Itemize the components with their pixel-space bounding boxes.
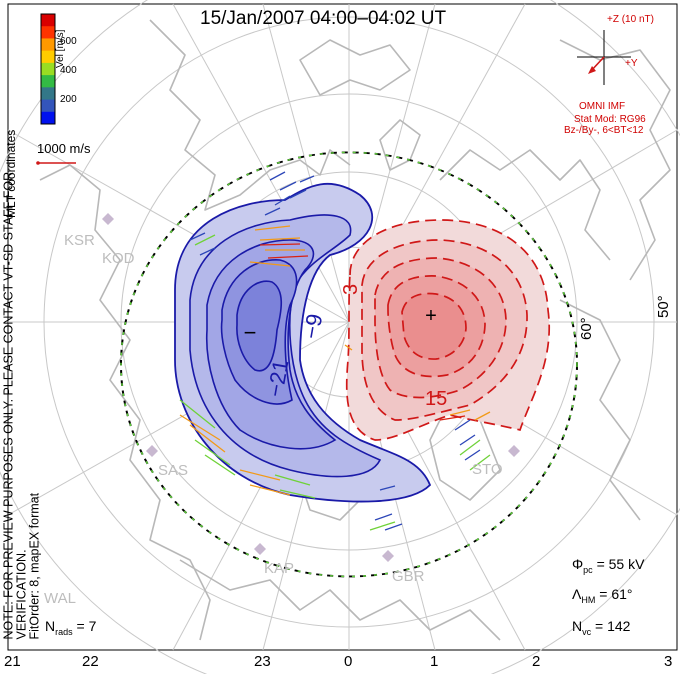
- colorbar-segment: [41, 14, 55, 27]
- nrads-value: = 7: [76, 618, 97, 634]
- potential-min-marker: −: [244, 320, 257, 345]
- imf-y-label: +Y: [625, 58, 638, 69]
- colorbar-segment: [41, 87, 55, 101]
- potential-max-marker: +: [425, 305, 437, 327]
- colorbar-tick-400: 400: [60, 65, 77, 76]
- mlt-label-1: 1: [430, 653, 439, 670]
- station-wal: WAL: [44, 590, 76, 607]
- lambda-sub: HM: [581, 594, 596, 605]
- colorbar-segment: [41, 50, 55, 64]
- station-sas: SAS: [158, 462, 189, 479]
- phi-sub: pc: [583, 564, 593, 575]
- nrads-symbol: N: [45, 618, 56, 634]
- lambda-value: = 61°: [599, 586, 633, 602]
- preview-note: NOTE: FOR PREVIEW PURPOSES ONLY. PLEASE …: [1, 80, 42, 640]
- lat-label-50: 50°: [655, 295, 672, 318]
- nrads-sub: rads: [55, 626, 73, 637]
- colorbar-tick-600: 600: [60, 36, 77, 47]
- colorbar-segment: [41, 111, 55, 125]
- nvc-value: = 142: [595, 618, 631, 634]
- velocity-colorbar: [41, 14, 55, 125]
- colorbar-segment: [41, 38, 55, 52]
- station-kap: KAP: [264, 560, 295, 577]
- mlt-label-21: 21: [4, 653, 21, 670]
- mlt-label-23: 23: [254, 653, 271, 670]
- lat-label-60: 60°: [578, 317, 595, 340]
- mlt-label-3: 3: [664, 653, 673, 670]
- negative-potential-cell: [174, 182, 432, 503]
- imf-condition: Bz-/By-, 6<BT<12: [564, 125, 644, 136]
- contour-label-neg-9: −9: [298, 312, 327, 341]
- stat-lambda-hm: ΛHM = 61°: [572, 586, 633, 605]
- mlt-label-2: 2: [532, 653, 541, 670]
- station-kod: KOD: [102, 250, 135, 267]
- nvc-sub: vc: [582, 626, 592, 637]
- imf-z-label: +Z (10 nT): [607, 14, 654, 25]
- colorbar-tick-200: 200: [60, 94, 77, 105]
- colorbar-segment: [41, 26, 55, 39]
- velocity-vectors: [179, 171, 491, 531]
- stat-nvc: Nvc = 142: [572, 618, 630, 637]
- positive-potential-cell: [345, 219, 550, 441]
- colorbar-segment: [41, 62, 55, 76]
- colorbar-segment: [41, 99, 55, 113]
- stat-nrads: Nrads = 7: [45, 618, 96, 637]
- scale-vector-label: 1000 m/s: [37, 141, 91, 156]
- imf-source: OMNI IMF: [579, 101, 626, 112]
- imf-model: Stat Mod: RG96: [574, 114, 646, 125]
- map-title: 15/Jan/2007 04:00–04:02 UT: [200, 8, 447, 29]
- phi-symbol: Φ: [572, 556, 584, 572]
- plot-frame: [7, 3, 678, 651]
- station-sto: STO: [472, 461, 503, 478]
- contour-label-pos-3: 3: [340, 284, 362, 295]
- nvc-symbol: N: [572, 618, 583, 634]
- note-line-1: NOTE: FOR PREVIEW PURPOSES ONLY. PLEASE …: [1, 171, 29, 640]
- stat-phi-pc: Φpc = 55 kV: [572, 556, 644, 575]
- note-line-2: FitOrder: 8, mapEX format: [27, 492, 42, 640]
- station-markers: [102, 213, 520, 562]
- lambda-symbol: Λ: [572, 586, 582, 602]
- mlt-label-0: 0: [344, 653, 353, 670]
- mlt-label-22: 22: [82, 653, 99, 670]
- imf-dial: [577, 30, 631, 85]
- station-gbr: GBR: [392, 568, 425, 585]
- station-ksr: KSR: [64, 232, 95, 249]
- contour-label-pos-15: 15: [425, 388, 447, 410]
- colorbar-segment: [41, 75, 55, 88]
- phi-value: = 55 kV: [596, 556, 645, 572]
